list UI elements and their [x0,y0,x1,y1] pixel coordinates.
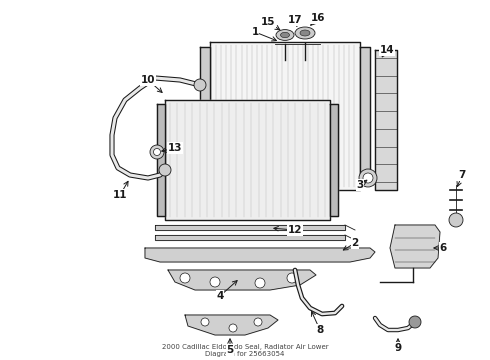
Polygon shape [200,47,210,185]
Circle shape [449,213,463,227]
Circle shape [287,273,297,283]
Polygon shape [155,225,345,230]
Text: 10: 10 [141,75,155,85]
Text: 5: 5 [226,345,234,355]
Polygon shape [390,225,440,268]
Circle shape [194,79,206,91]
Polygon shape [157,104,165,216]
Text: 13: 13 [168,143,182,153]
Circle shape [153,148,161,156]
Circle shape [363,173,373,183]
Polygon shape [145,248,375,262]
Circle shape [229,324,237,332]
Polygon shape [168,270,316,290]
Circle shape [254,318,262,326]
Text: 4: 4 [216,291,224,301]
Circle shape [255,278,265,288]
Ellipse shape [300,30,310,36]
Circle shape [201,318,209,326]
Ellipse shape [280,32,290,38]
Text: 6: 6 [440,243,446,253]
Polygon shape [330,104,338,216]
Circle shape [359,169,377,187]
Text: 17: 17 [288,15,302,25]
Polygon shape [155,235,345,240]
Circle shape [180,273,190,283]
Ellipse shape [276,30,294,40]
Text: 11: 11 [113,190,127,200]
Polygon shape [210,42,360,190]
Text: 3: 3 [356,180,364,190]
Polygon shape [165,100,330,220]
Circle shape [409,316,421,328]
Text: 12: 12 [288,225,302,235]
Text: 9: 9 [394,343,402,353]
Circle shape [150,145,164,159]
Polygon shape [360,47,370,185]
Text: 2: 2 [351,238,359,248]
Polygon shape [185,315,278,335]
Circle shape [159,164,171,176]
Text: 16: 16 [311,13,325,23]
Text: 7: 7 [458,170,466,180]
Text: 1: 1 [251,27,259,37]
Ellipse shape [295,27,315,39]
Text: 2000 Cadillac Eldorado Seal, Radiator Air Lower
Diagram for 25663054: 2000 Cadillac Eldorado Seal, Radiator Ai… [162,344,328,357]
Text: 14: 14 [380,45,394,55]
Text: 8: 8 [317,325,323,335]
Polygon shape [375,50,397,190]
Text: 15: 15 [261,17,275,27]
Circle shape [210,277,220,287]
